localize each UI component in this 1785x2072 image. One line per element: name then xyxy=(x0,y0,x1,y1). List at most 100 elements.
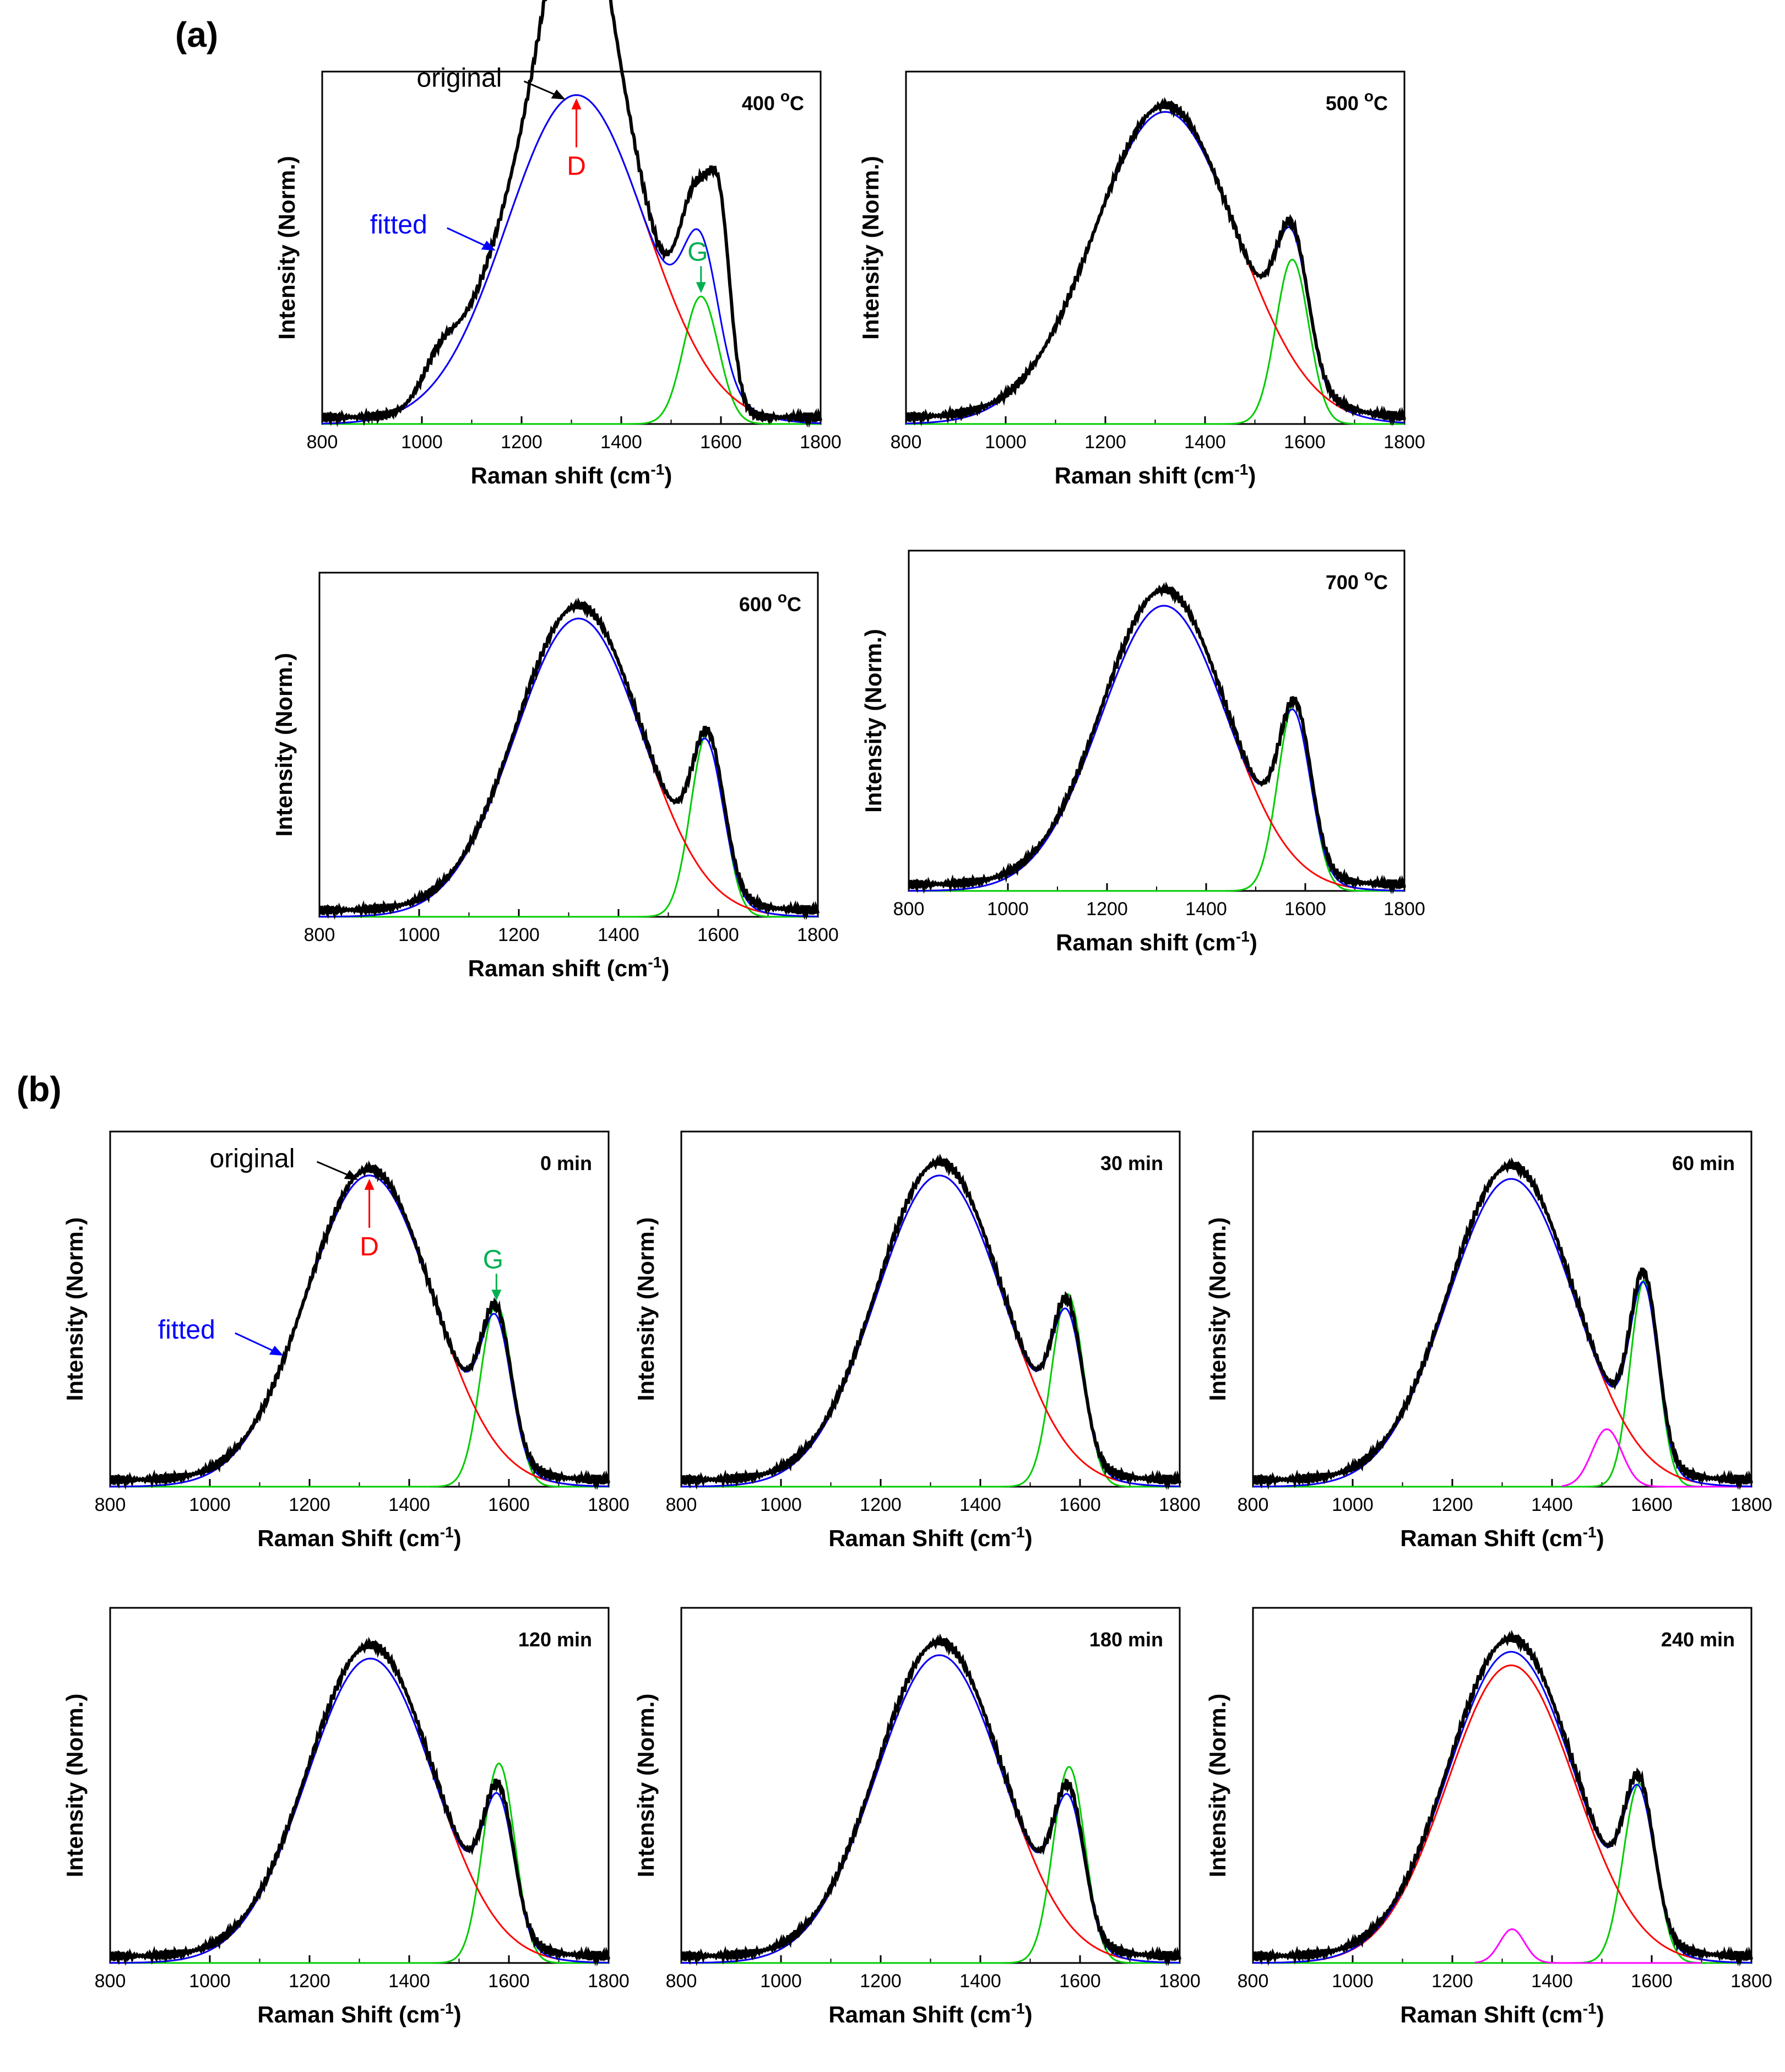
y-axis-label: Intensity (Norm.) xyxy=(62,1217,88,1401)
series-fitted-line xyxy=(110,1174,609,1488)
annotation-G-label: G xyxy=(687,237,708,267)
x-tick-label: 1600 xyxy=(1059,1971,1101,1992)
x-tick-label: 1200 xyxy=(860,1971,902,1992)
annotation-original-label: original xyxy=(210,1144,295,1173)
annotation-G-arrowhead xyxy=(491,1290,502,1301)
series-G-line xyxy=(1253,1280,1751,1488)
x-tick-label: 1000 xyxy=(398,924,440,945)
x-tick-label: 1200 xyxy=(498,924,540,945)
x-tick-label: 800 xyxy=(304,924,335,945)
series-G-line xyxy=(906,259,1404,425)
y-axis-label: Intensity (Norm.) xyxy=(62,1694,88,1878)
annotation-original-arrowhead xyxy=(551,89,566,100)
x-tick-label: 1800 xyxy=(588,1971,630,1992)
x-tick-label: 800 xyxy=(95,1971,126,1992)
series-original-line xyxy=(1252,1157,1753,1491)
x-tick-label: 1200 xyxy=(1084,432,1126,453)
annotation-original-label: original xyxy=(417,64,502,93)
x-tick-label: 1800 xyxy=(588,1494,630,1515)
x-tick-label: 1600 xyxy=(1059,1494,1101,1515)
x-tick-label: 1000 xyxy=(1332,1971,1374,1992)
chart-title: 30 min xyxy=(1100,1152,1163,1174)
y-axis-label: Intensity (Norm.) xyxy=(633,1217,659,1401)
x-tick-label: 1400 xyxy=(1531,1971,1573,1992)
annotation-D-label: D xyxy=(567,152,586,181)
x-tick-label: 1200 xyxy=(289,1494,330,1515)
x-tick-label: 1000 xyxy=(987,899,1029,920)
chart-title: 500 oC xyxy=(1326,88,1388,115)
y-axis-label: Intensity (Norm.) xyxy=(860,629,886,813)
series-G-line xyxy=(322,295,821,425)
x-tick-label: 1000 xyxy=(189,1494,231,1515)
chart-title: 700 oC xyxy=(1326,567,1388,594)
x-tick-label: 1400 xyxy=(1184,432,1226,453)
y-axis-label: Intensity (Norm.) xyxy=(633,1694,659,1878)
x-tick-label: 1000 xyxy=(760,1494,802,1515)
x-tick-label: 800 xyxy=(666,1494,697,1515)
x-tick-label: 1800 xyxy=(1730,1494,1772,1515)
x-tick-label: 1600 xyxy=(1631,1494,1673,1515)
x-axis-label: Raman shift (cm-1) xyxy=(468,954,670,981)
chart-a600: 800 1000 1200 1400 1600 1800 Raman shift (cm-1… xyxy=(271,572,839,981)
x-tick-label: 1000 xyxy=(985,432,1027,453)
x-tick-label: 800 xyxy=(1238,1494,1269,1515)
x-tick-label: 1600 xyxy=(1284,432,1326,453)
annotation-fitted-arrowhead xyxy=(481,241,496,251)
x-axis-label: Raman Shift (cm-1) xyxy=(257,1524,461,1551)
x-tick-label: 1200 xyxy=(1086,899,1128,920)
series-extra-line xyxy=(1474,1928,1701,1964)
x-tick-label: 1600 xyxy=(700,432,742,453)
x-tick-label: 1400 xyxy=(388,1971,430,1992)
x-tick-label: 1200 xyxy=(289,1971,330,1992)
chart-title: 600 oC xyxy=(739,589,801,616)
x-tick-label: 1400 xyxy=(959,1971,1001,1992)
x-tick-label: 800 xyxy=(891,432,922,453)
y-axis-label: Intensity (Norm.) xyxy=(1205,1694,1230,1878)
y-axis-label: Intensity (Norm.) xyxy=(274,156,300,340)
x-axis-label: Raman shift (cm-1) xyxy=(1056,928,1257,955)
x-tick-label: 1600 xyxy=(488,1494,530,1515)
x-tick-label: 1200 xyxy=(860,1494,902,1515)
x-tick-label: 1600 xyxy=(1631,1971,1673,1992)
y-axis-label: Intensity (Norm.) xyxy=(858,156,883,340)
chart-title: 400 oC xyxy=(742,88,804,115)
x-axis-label: Raman Shift (cm-1) xyxy=(828,2000,1032,2027)
x-tick-label: 1800 xyxy=(797,924,839,945)
x-tick-label: 800 xyxy=(893,899,925,920)
x-tick-label: 1400 xyxy=(1185,899,1227,920)
annotation-original-arrowhead xyxy=(344,1170,359,1180)
panel-label-b: (b) xyxy=(17,1069,62,1109)
x-axis-label: Raman Shift (cm-1) xyxy=(1400,1524,1604,1551)
x-tick-label: 1800 xyxy=(1159,1494,1201,1515)
annotation-fitted-label: fitted xyxy=(158,1315,215,1345)
chart-b0: 800 1000 1200 1400 1600 1800 Raman Shift (cm-1… xyxy=(62,1130,630,1551)
series-original-line xyxy=(908,581,1406,895)
x-axis-label: Raman Shift (cm-1) xyxy=(1400,2000,1604,2027)
x-tick-label: 1000 xyxy=(760,1971,802,1992)
series-G-line xyxy=(319,732,818,918)
series-extra-line xyxy=(1561,1428,1751,1488)
annotation-fitted-label: fitted xyxy=(370,210,427,240)
x-tick-label: 1400 xyxy=(598,924,639,945)
chart-b180: 800 1000 1200 1400 1600 1800 Raman Shift (cm-1… xyxy=(633,1607,1201,2027)
x-tick-label: 800 xyxy=(307,432,338,453)
x-tick-label: 1200 xyxy=(1431,1494,1473,1515)
x-tick-label: 1600 xyxy=(1284,899,1326,920)
chart-title: 120 min xyxy=(518,1628,592,1651)
chart-b240: 800 1000 1200 1400 1600 1800 Raman Shift (cm-1… xyxy=(1205,1607,1772,2027)
annotation-fitted-arrowhead xyxy=(269,1346,284,1356)
x-tick-label: 1400 xyxy=(1531,1494,1573,1515)
y-axis-label: Intensity (Norm.) xyxy=(271,653,297,837)
x-tick-label: 1800 xyxy=(1383,899,1425,920)
x-tick-label: 1800 xyxy=(1159,1971,1201,1992)
x-axis-label: Raman Shift (cm-1) xyxy=(257,2000,461,2027)
series-original-line xyxy=(680,1153,1181,1491)
series-original-line xyxy=(680,1633,1181,1967)
series-original-line xyxy=(321,0,822,428)
annotation-D-arrowhead xyxy=(571,98,582,110)
x-tick-label: 1200 xyxy=(501,432,542,453)
x-tick-label: 800 xyxy=(666,1971,697,1992)
series-G-line xyxy=(1253,1783,1751,1964)
